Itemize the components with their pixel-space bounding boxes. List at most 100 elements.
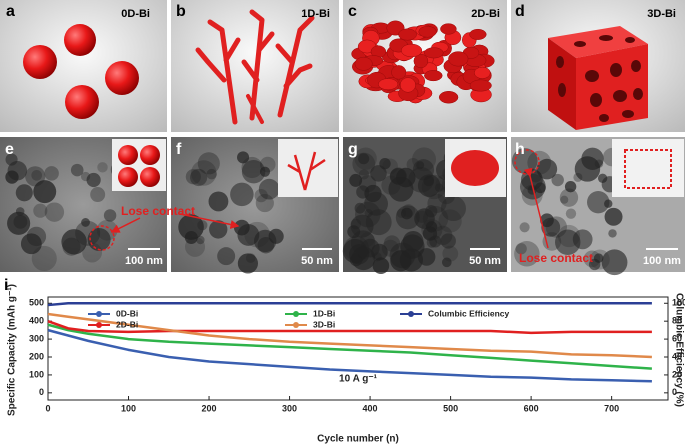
tem-particle <box>364 191 388 216</box>
tem-particle <box>406 158 420 171</box>
tem-particle <box>364 208 373 218</box>
spheres <box>23 24 139 119</box>
y-tick-label: 200 <box>29 351 44 361</box>
series-line <box>47 328 652 383</box>
tem-particle <box>230 182 254 207</box>
tem-particle <box>559 188 579 207</box>
tem-particle <box>381 239 399 257</box>
tem-particle <box>440 195 466 222</box>
platelet <box>378 78 399 91</box>
tem-particle <box>347 225 361 239</box>
tem-particle <box>372 257 390 275</box>
tem-particle <box>241 159 266 184</box>
legend-marker <box>293 311 299 317</box>
panel-letter: b <box>176 3 186 20</box>
tem-particle <box>206 168 217 180</box>
panel-tag: 0D-Bi <box>121 8 150 20</box>
panel-letter: a <box>6 3 15 20</box>
tem-particle <box>354 202 366 214</box>
y2-tick-label: 0 <box>672 387 677 397</box>
panel-letter: c <box>348 3 357 20</box>
tem-particle <box>184 231 198 244</box>
tem-particle <box>401 207 413 220</box>
series-line <box>47 320 652 335</box>
tem-particle <box>434 183 444 192</box>
y2-tick-label: 80 <box>672 316 682 326</box>
platelet <box>398 28 417 41</box>
y-tick-label: 400 <box>29 316 44 326</box>
panel-tag: 2D-Bi <box>471 8 500 20</box>
scale-label: 50 nm <box>469 255 501 267</box>
x-tick-label: 400 <box>363 403 378 413</box>
panel-letter: h <box>515 141 525 158</box>
series-line <box>47 312 652 359</box>
x-tick-label: 300 <box>282 403 297 413</box>
scale-label: 100 nm <box>643 255 681 267</box>
tem-particle <box>402 230 424 252</box>
porous-cube <box>548 26 648 130</box>
insets <box>112 139 684 197</box>
tem-particle <box>395 167 416 188</box>
tem-particle <box>601 249 628 276</box>
legend-label: 2D-Bi <box>116 319 138 329</box>
tem-particle <box>197 152 220 175</box>
tem-particle <box>355 201 381 228</box>
tem-particle <box>20 233 42 255</box>
panel-tag: 3D-Bi <box>647 8 676 20</box>
tem-particle <box>44 202 65 222</box>
tem-particle <box>422 226 438 241</box>
y2-tick-label: 20 <box>672 369 682 379</box>
tem-particle <box>349 173 363 187</box>
tem-particle <box>31 245 57 272</box>
platelet <box>391 65 407 80</box>
y-tick-label: 300 <box>29 333 44 343</box>
x-tick-label: 100 <box>121 403 136 413</box>
tem-particle <box>594 159 604 169</box>
tem-particle <box>7 161 28 181</box>
tem-particle <box>360 238 380 258</box>
platelet <box>438 90 459 104</box>
tem-particle <box>421 174 447 200</box>
tem-particle <box>197 220 208 231</box>
panel-letter: f <box>176 141 182 158</box>
platelet <box>424 70 443 82</box>
platelets <box>351 20 495 104</box>
tem-particle <box>209 220 228 239</box>
tem-particle <box>574 156 601 182</box>
tem-particle <box>515 243 527 255</box>
tem-particle <box>7 211 31 235</box>
y2-tick-label: 40 <box>672 351 682 361</box>
tem-particle <box>342 238 368 264</box>
tem-particle <box>541 217 561 237</box>
panel-letter: e <box>5 141 14 158</box>
platelet <box>440 23 457 35</box>
x-tick-label: 700 <box>604 403 619 413</box>
tem-particle <box>536 158 558 180</box>
tem-particle <box>237 223 260 246</box>
legend-marker <box>96 311 102 317</box>
platelet <box>424 47 444 59</box>
platelet <box>354 56 373 71</box>
tem-particle <box>15 184 33 202</box>
tem-particle <box>44 166 59 181</box>
tem-particle <box>208 191 229 212</box>
tem-particle <box>87 228 111 252</box>
tem-particle <box>237 151 250 164</box>
tem-particle <box>370 165 387 182</box>
panel-tag: 1D-Bi <box>301 8 330 20</box>
tem-particle <box>358 153 370 165</box>
tem-particle <box>440 233 456 249</box>
tem-particle <box>61 229 87 255</box>
x-tick-label: 0 <box>45 403 50 413</box>
tem-particle <box>33 180 57 204</box>
y-tick-label: 0 <box>39 387 44 397</box>
legend-label: 0D-Bi <box>116 308 138 318</box>
tem-particle <box>521 184 543 206</box>
tem-particle <box>80 171 91 182</box>
tem-particle <box>90 187 106 203</box>
y2-tick-label: 100 <box>672 298 685 308</box>
platelet <box>418 26 437 38</box>
panel-letter: d <box>515 3 525 20</box>
legend-marker <box>293 322 299 328</box>
tem-particle <box>185 169 201 185</box>
